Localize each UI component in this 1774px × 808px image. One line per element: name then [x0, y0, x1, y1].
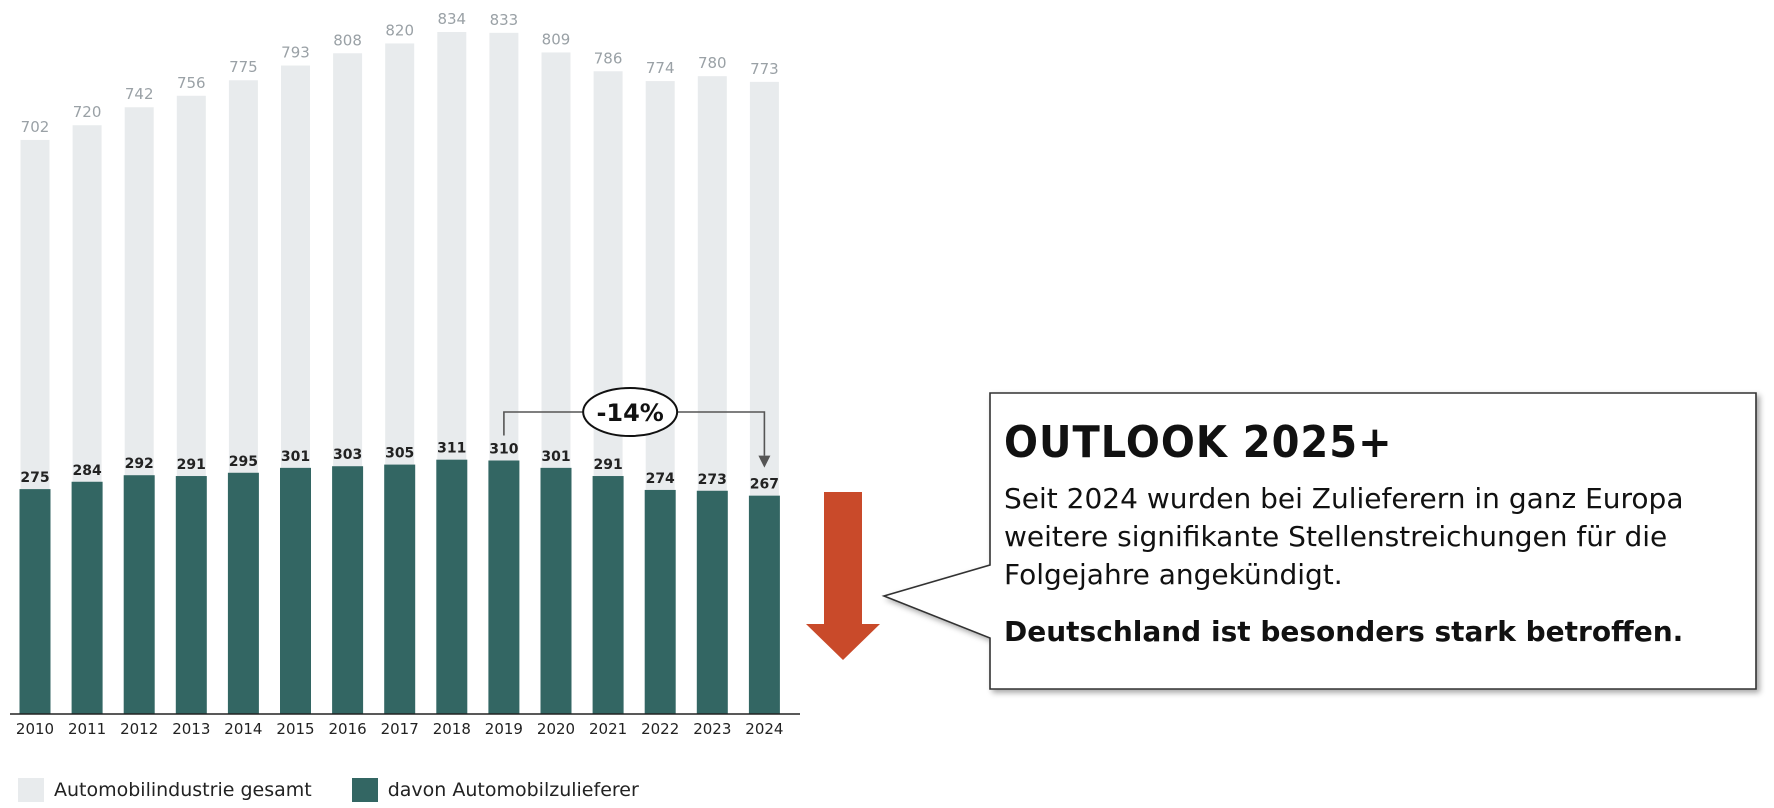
x-axis-ticks: 2010 2011 2012 2013 2014 2015 2016 2017 2018 2019…: [16, 720, 784, 738]
x-tick-2010: 2010: [16, 720, 54, 738]
bar-chart: 702 720 742 756 775 793 808 820 834 833 809 786 774 7…: [10, 10, 880, 738]
value-label-total-2021: 786: [594, 49, 623, 67]
legend-label-total: Automobilindustrie gesamt: [54, 779, 312, 801]
outlook-body-text: Seit 2024 wurden bei Zulieferern in ganz…: [1004, 482, 1684, 591]
value-label-total-2024: 773: [750, 60, 779, 78]
x-tick-2013: 2013: [172, 720, 210, 738]
value-label-supplier-2019: 310: [489, 441, 518, 457]
value-label-total-2012: 742: [125, 85, 154, 103]
x-tick-2024: 2024: [745, 720, 783, 738]
bar-supplier-2010: [19, 489, 51, 714]
value-label-total-2016: 808: [333, 31, 362, 49]
value-label-supplier-2012: 292: [125, 456, 154, 472]
value-label-total-2013: 756: [177, 74, 206, 92]
value-label-total-2014: 775: [229, 58, 258, 76]
x-tick-2012: 2012: [120, 720, 158, 738]
value-label-total-2011: 720: [73, 103, 102, 121]
x-tick-2015: 2015: [276, 720, 314, 738]
x-tick-2018: 2018: [433, 720, 471, 738]
supplier-bars-group: [19, 459, 780, 714]
x-tick-2023: 2023: [693, 720, 731, 738]
legend-swatch-supplier: [351, 778, 378, 802]
bar-supplier-2017: [384, 464, 416, 714]
bar-supplier-2022: [644, 489, 676, 714]
value-label-supplier-2011: 284: [72, 463, 101, 479]
bar-supplier-2021: [592, 476, 624, 714]
x-tick-2017: 2017: [381, 720, 419, 738]
bar-supplier-2013: [175, 476, 207, 714]
value-label-supplier-2017: 305: [385, 446, 414, 462]
legend-label-supplier: davon Automobilzulieferer: [387, 779, 639, 801]
x-tick-2022: 2022: [641, 720, 679, 738]
legend-item-supplier: davon Automobilzulieferer: [351, 778, 639, 802]
value-label-total-2022: 774: [646, 59, 675, 77]
bar-supplier-2018: [436, 459, 468, 714]
total-value-labels: 702 720 742 756 775 793 808 820 834 833 809 786 774 7…: [21, 10, 779, 136]
x-tick-2016: 2016: [329, 720, 367, 738]
value-label-total-2023: 780: [698, 54, 727, 72]
outlook-title: OUTLOOK 2025+: [1004, 418, 1393, 468]
value-label-supplier-2010: 275: [20, 470, 49, 486]
bracket-arrowhead: [758, 455, 771, 468]
x-tick-2021: 2021: [589, 720, 627, 738]
value-label-total-2015: 793: [281, 44, 310, 62]
bar-supplier-2015: [280, 467, 311, 714]
value-label-supplier-2015: 301: [281, 449, 310, 465]
value-label-total-2018: 834: [437, 10, 466, 28]
bar-supplier-2011: [71, 481, 103, 714]
x-tick-2020: 2020: [537, 720, 575, 738]
value-label-supplier-2020: 301: [541, 449, 570, 465]
value-label-supplier-2013: 291: [177, 457, 206, 473]
bar-supplier-2024: [748, 495, 780, 714]
outlook-emphasis-text: Deutschland ist besonders stark betroffe…: [1004, 615, 1684, 648]
bar-supplier-2014: [227, 472, 259, 714]
bar-supplier-2012: [123, 475, 155, 714]
value-label-total-2010: 702: [21, 118, 50, 136]
value-label-supplier-2018: 311: [437, 441, 466, 457]
x-tick-2011: 2011: [68, 720, 106, 738]
bar-supplier-2019: [488, 460, 520, 714]
value-label-supplier-2016: 303: [333, 447, 362, 463]
callout-shape: [881, 392, 1757, 690]
value-label-supplier-2022: 274: [646, 471, 675, 487]
chart-legend: Automobilindustrie gesamt davon Automobi…: [18, 778, 679, 802]
change-oval: [582, 387, 679, 437]
value-label-total-2020: 809: [542, 30, 571, 48]
bar-supplier-2020: [540, 467, 572, 714]
outlook-panel: OUTLOOK 2025+ Seit 2024 wurden bei Zulie…: [1004, 418, 1744, 650]
value-label-supplier-2023: 273: [698, 472, 727, 488]
value-label-supplier-2024: 267: [750, 477, 779, 493]
value-label-total-2017: 820: [385, 21, 414, 39]
x-tick-2019: 2019: [485, 720, 523, 738]
legend-item-total: Automobilindustrie gesamt: [18, 778, 312, 802]
x-tick-2014: 2014: [224, 720, 262, 738]
legend-swatch-total: [18, 778, 44, 802]
value-label-total-2019: 833: [490, 11, 519, 29]
value-label-supplier-2021: 291: [593, 457, 622, 473]
bar-supplier-2016: [332, 466, 364, 714]
down-arrow-icon: [806, 492, 880, 660]
change-annotation: -14%: [503, 387, 771, 468]
supplier-value-labels: 275 284 292 291 295 301 303 305 311 310 301 291 274 2…: [20, 441, 779, 493]
change-percent-label: -14%: [596, 399, 663, 427]
bar-supplier-2023: [696, 490, 728, 714]
value-label-supplier-2014: 295: [229, 454, 258, 470]
